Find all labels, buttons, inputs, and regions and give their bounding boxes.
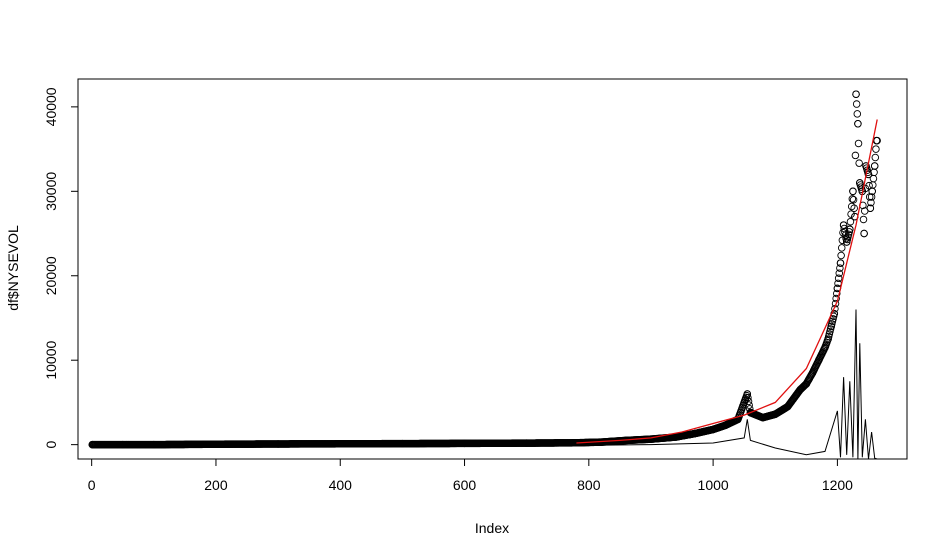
data-point	[868, 187, 876, 196]
data-point	[866, 204, 875, 212]
data-point	[862, 162, 870, 170]
data-point	[398, 439, 407, 448]
data-point	[796, 386, 804, 394]
data-point	[869, 181, 877, 189]
data-point	[852, 100, 861, 108]
data-point	[808, 369, 817, 377]
data-point	[835, 269, 844, 277]
data-point	[856, 179, 864, 187]
data-point	[859, 215, 868, 224]
data-point	[759, 413, 767, 422]
data-point	[834, 274, 843, 283]
data-point	[837, 244, 846, 252]
data-point	[847, 202, 856, 211]
data-point	[744, 397, 753, 406]
data-point	[745, 401, 753, 409]
data-point	[846, 225, 854, 234]
y-tick-label: 30000	[43, 172, 59, 211]
data-point	[771, 410, 780, 418]
residual-line	[576, 309, 878, 460]
plot-frame	[77, 78, 908, 460]
data-point	[833, 289, 841, 298]
data-point	[88, 440, 97, 449]
x-tick-label: 200	[204, 477, 228, 493]
data-point	[847, 210, 855, 218]
data-point	[824, 335, 832, 343]
data-point	[815, 356, 823, 364]
data-point	[118, 440, 127, 449]
data-point	[150, 440, 158, 449]
x-tick-label: 1000	[698, 477, 729, 493]
y-axis-label: df$NYSEVOL	[5, 225, 21, 311]
y-tick-label: 0	[43, 441, 59, 449]
points-series	[88, 90, 881, 449]
data-point	[851, 151, 860, 160]
data-point	[864, 170, 873, 179]
fit-line	[576, 119, 878, 444]
data-point	[870, 162, 879, 170]
data-point	[522, 439, 531, 447]
x-tick-label: 600	[453, 477, 477, 493]
data-point	[802, 380, 811, 388]
data-point	[783, 402, 792, 411]
data-point	[836, 259, 845, 267]
x-axis-label: Index	[475, 520, 509, 536]
data-point	[837, 251, 845, 260]
data-point	[846, 217, 855, 226]
x-tick-label: 400	[329, 477, 353, 493]
data-point	[842, 234, 850, 243]
data-point	[854, 120, 862, 128]
data-point	[831, 299, 840, 308]
data-point	[842, 238, 851, 246]
data-point	[848, 195, 857, 203]
x-tick-label: 800	[577, 477, 601, 493]
data-point	[690, 429, 699, 438]
y-axis: 0 10000 20000 30000 40000	[43, 87, 79, 449]
data-point	[743, 390, 752, 398]
series-layer	[88, 90, 881, 460]
data-point	[849, 187, 857, 196]
data-point	[850, 204, 858, 212]
data-point	[860, 229, 868, 238]
x-axis: 0 200 400 600 800 1000 1200	[88, 458, 853, 493]
data-point	[852, 90, 860, 98]
data-point	[460, 439, 469, 448]
data-point	[274, 440, 282, 448]
data-point	[832, 294, 840, 303]
data-point	[836, 264, 844, 272]
data-point	[849, 196, 858, 204]
data-point	[744, 393, 752, 402]
data-point	[867, 193, 876, 201]
x-tick-label: 0	[88, 477, 96, 493]
data-point	[827, 322, 835, 331]
data-point	[336, 440, 344, 448]
data-point	[855, 159, 863, 167]
y-tick-label: 20000	[43, 256, 59, 295]
data-point	[821, 343, 829, 352]
data-point	[647, 435, 655, 443]
data-point	[839, 221, 848, 229]
data-point	[721, 421, 730, 429]
data-point	[734, 415, 742, 424]
data-point	[709, 425, 717, 434]
y-tick-label: 10000	[43, 341, 59, 380]
data-point	[746, 408, 755, 417]
data-point	[853, 110, 862, 118]
data-point	[865, 181, 873, 190]
data-point	[212, 440, 220, 448]
data-point	[871, 153, 880, 162]
y-tick-label: 40000	[43, 87, 59, 126]
data-point	[867, 198, 875, 207]
data-point	[854, 139, 863, 148]
data-point	[872, 145, 880, 153]
x-tick-label: 1200	[822, 477, 853, 493]
